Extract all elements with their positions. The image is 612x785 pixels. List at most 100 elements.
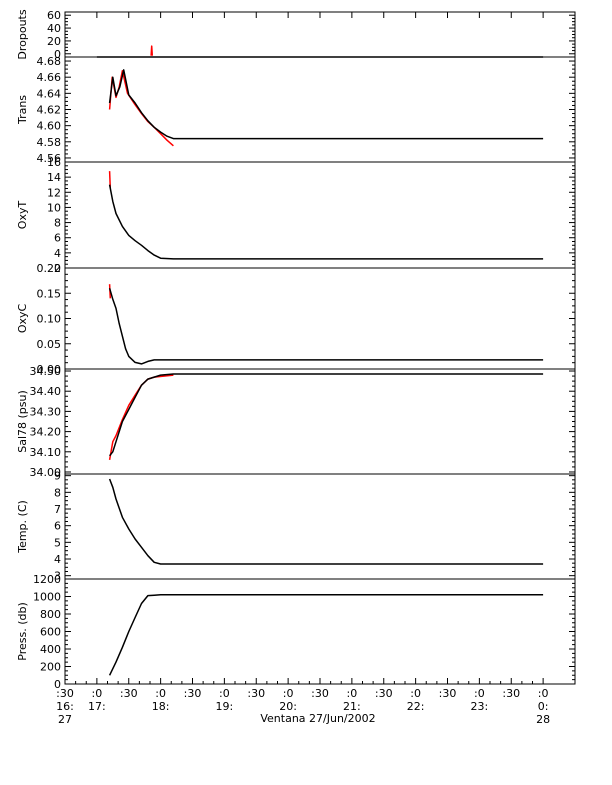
x-tick-label: 19: [216,700,234,713]
y-tick-label: 12 [47,186,61,199]
y-tick-label: 6 [54,232,61,245]
x-tick-label: :30 [375,687,393,700]
y-tick-label: 400 [40,643,61,656]
panels-layer: 0204060Dropouts4.564.584.604.624.644.664… [16,9,576,691]
x-tick-label: :30 [184,687,202,700]
y-tick-label: 8 [54,217,61,230]
data-series-line [109,373,544,457]
y-tick-label: 4.60 [37,120,62,133]
x-tick-label: :30 [502,687,520,700]
x-tick-label: 16: [56,700,74,713]
data-series-line [108,374,174,461]
y-tick-label: 34.40 [30,385,62,398]
y-tick-label: 20 [47,35,61,48]
x-tick-label: 27 [58,713,72,726]
x-tick-label: 28 [536,713,550,726]
y-tick-label: 34.30 [30,405,62,418]
data-series-line [108,478,544,565]
y-tick-label: 3 [54,570,61,583]
y-axis-label: Trans [16,95,29,125]
y-tick-label: 34.10 [30,446,62,459]
y-tick-label: 60 [47,9,61,22]
y-tick-label: 2 [54,262,61,275]
panel-frame [64,56,576,163]
y-tick-label: 4.68 [37,55,62,68]
y-axis-label: Dropouts [16,9,29,59]
x-tick-label: :30 [247,687,265,700]
x-tick-label: :0 [410,687,421,700]
y-axis-label: Sal78 (psu) [16,390,29,453]
y-tick-label: 6 [54,520,61,533]
x-tick-label: :30 [439,687,457,700]
y-tick-label: 0.05 [37,338,62,351]
x-tick-label: 22: [407,700,425,713]
y-tick-label: 0.15 [37,287,62,300]
y-tick-label: 14 [47,171,61,184]
x-tick-label: :0 [347,687,358,700]
x-tick-label: :0 [219,687,230,700]
y-axis-label: Temp. (C) [16,500,29,554]
panel-frame [64,267,576,370]
y-tick-label: 8 [54,486,61,499]
y-tick-label: 10 [47,201,61,214]
y-tick-label: 1200 [33,573,61,586]
x-tick-label: :0 [474,687,485,700]
y-tick-label: 0.20 [37,262,62,275]
data-series-line [108,69,544,140]
data-series-line [108,184,544,260]
x-tick-label: :30 [311,687,329,700]
y-tick-label: 7 [54,503,61,516]
x-tick-label: 20: [279,700,297,713]
data-series-line [150,45,154,56]
x-tick-label: 23: [471,700,489,713]
x-tick-label: 18: [152,700,170,713]
y-tick-label: 1000 [33,591,61,604]
y-tick-label: 4.66 [37,71,62,84]
y-tick-label: 4.58 [37,136,62,149]
y-tick-label: 0 [54,48,61,61]
y-tick-label: 0.10 [37,313,62,326]
y-tick-label: 4.56 [37,152,62,165]
y-tick-label: 800 [40,608,61,621]
y-axis-label: OxyC [16,304,29,334]
y-tick-label: 4.62 [37,104,62,117]
y-tick-label: 4 [54,247,61,260]
y-tick-label: 0 [54,678,61,691]
x-tick-label: 17: [88,700,106,713]
y-tick-label: 200 [40,661,61,674]
y-axis-label: Press. (db) [16,602,29,661]
x-tick-label: :30 [56,687,74,700]
y-tick-label: 600 [40,626,61,639]
y-tick-label: 34.00 [30,466,62,479]
data-series-line [108,69,174,147]
y-tick-label: 4 [54,553,61,566]
y-tick-label: 5 [54,536,61,549]
x-axis-label: Ventana 27/Jun/2002 [260,712,375,725]
y-tick-label: 16 [47,156,61,169]
x-tick-label: 21: [343,700,361,713]
y-tick-label: 40 [47,22,61,35]
y-axis-label: OxyT [16,201,29,230]
x-tick-label: :30 [120,687,138,700]
y-tick-label: 4.64 [37,87,62,100]
panel-3: 0.00 0.05 0.10 0.15 0.20 OxyC [16,262,576,376]
x-tick-label: :0 [155,687,166,700]
panel-2: 2 4 6 8 10 12 14 16 OxyT [16,156,576,275]
x-tick-label: :0 [283,687,294,700]
data-series-line [108,287,544,365]
panel-1: 4.56 4.58 4.60 4.62 4.64 4.66 4.68 Trans [16,55,576,165]
x-tick-label: :0 [92,687,103,700]
y-tick-label: 0.00 [37,363,62,376]
panel-6: 0 200 400 600 800 1000 1200 Press. (db) [16,573,576,691]
y-tick-label: 34.50 [30,365,62,378]
y-tick-label: 34.20 [30,426,62,439]
data-series-line [108,594,544,676]
x-tick-label: :0 [538,687,549,700]
panel-5: 3 4 5 6 7 8 9 Temp. (C) [16,470,576,583]
panel-frame [64,161,576,269]
panel-frame [64,11,576,58]
y-tick-label: 9 [54,470,61,483]
